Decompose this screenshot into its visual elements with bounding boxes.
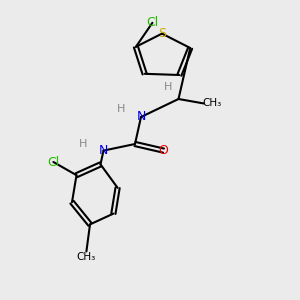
Text: Cl: Cl	[146, 16, 158, 29]
Text: H: H	[117, 104, 125, 114]
Text: N: N	[99, 144, 108, 157]
Text: H: H	[164, 82, 172, 92]
Text: CH₃: CH₃	[77, 252, 96, 262]
Text: O: O	[159, 144, 168, 157]
Text: H: H	[79, 139, 88, 149]
Text: N: N	[136, 110, 146, 124]
Text: CH₃: CH₃	[202, 98, 221, 109]
Text: S: S	[158, 27, 166, 40]
Text: Cl: Cl	[47, 155, 59, 169]
